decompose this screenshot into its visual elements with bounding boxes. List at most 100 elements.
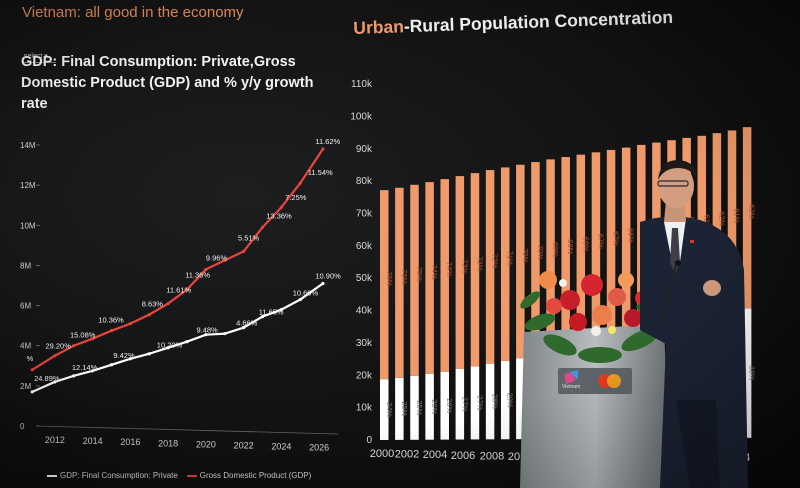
gdp-x-axis: 2012 2014 2016 2018 2020 2022 2024 2026: [45, 435, 329, 453]
gdp-x-tick-label: 2020: [196, 439, 216, 449]
population-y-tick-label: 10k: [356, 403, 373, 414]
gdp-y-tick-label: 6M: [20, 302, 31, 311]
population-y-tick-label: 110k: [351, 79, 373, 90]
population-y-tick-label: 50k: [356, 273, 373, 284]
gdp-point: [109, 329, 114, 333]
gdp-point: [185, 287, 189, 292]
private-point: [223, 332, 227, 336]
private-point: [204, 333, 208, 337]
rural-bar-label: 67%: [612, 231, 621, 246]
gdp-x-tick-label: 2016: [120, 437, 140, 447]
urban-bar: [440, 371, 449, 440]
gdp-point: [166, 301, 170, 306]
rural-bar: [516, 164, 525, 359]
private-data-label: 9.42%: [113, 351, 135, 360]
private-point: [321, 281, 325, 286]
flower-blooms: [539, 271, 649, 336]
urban-bar: [410, 375, 419, 440]
gdp-data-label: 13.36%: [266, 211, 292, 220]
gdp-data-label: 11.62%: [315, 137, 340, 146]
urban-bar-label: 25%: [415, 400, 424, 415]
speaker-glasses: [657, 180, 689, 187]
gdp-x-baseline: [35, 425, 339, 435]
gdp-point: [91, 337, 95, 341]
population-x-tick-label: 20: [508, 451, 520, 463]
gdp-y-tick-label: 8M: [20, 261, 31, 270]
urban-bar-label: 27%: [475, 395, 484, 410]
slide-title: Vietnam: all good in the economy: [22, 4, 244, 21]
rural-bar: [606, 149, 616, 339]
rural-bar: [485, 170, 495, 364]
rural-bar: [425, 182, 434, 374]
gdp-data-labels: % 29.20% 15.08%10.36% 8.63%11.61% 11.36% 9.96…: [27, 137, 342, 383]
rural-bar: [395, 187, 404, 378]
private-data-label: 9.48%: [196, 326, 218, 335]
urban-bar-label: 26%: [445, 398, 454, 413]
rural-bar: [455, 176, 465, 369]
population-y-tick-label: 0: [366, 435, 372, 446]
gdp-x-tick-label: 2022: [234, 441, 254, 451]
rural-bar-label: 73%: [475, 256, 484, 271]
speaker-legs: [676, 400, 720, 488]
private-point: [91, 369, 95, 373]
private-point: [185, 340, 189, 344]
urban-bar-label: 24%: [385, 402, 394, 417]
gdp-y-tick-label: 4M: [20, 342, 31, 351]
select-dropdown[interactable]: select ▾: [24, 53, 48, 60]
rural-bar: [500, 167, 510, 361]
rural-bar-label: 74%: [430, 264, 439, 279]
population-x-tick-label: 2008: [480, 450, 504, 462]
rural-bar: [546, 159, 555, 352]
gdp-data-label: 11.36%: [185, 270, 210, 279]
gdp-point: [298, 181, 302, 185]
gdp-data-label: 29.20%: [45, 342, 71, 351]
gdp-data-label: 15.08%: [70, 331, 96, 340]
gdp-series-line: [31, 148, 324, 371]
rural-bar: [576, 154, 586, 346]
gdp-y-tick-label: 0: [20, 422, 25, 431]
gdp-point: [128, 322, 132, 326]
population-y-tick-label: 20k: [356, 370, 373, 381]
speaker-arm: [704, 258, 738, 306]
private-point: [260, 315, 265, 319]
private-point: [298, 297, 302, 302]
gdp-x-tick-label: 2024: [271, 442, 291, 452]
private-point: [30, 390, 34, 394]
urban-bar: [516, 358, 525, 440]
rural-bar-label: 61%: [733, 208, 742, 223]
gdp-data-label: 9.96%: [206, 253, 228, 262]
private-data-label: 10.20%: [157, 341, 183, 350]
gdp-y-axis: 0 2M 4M 6M 8M 10M 12M 14M: [20, 141, 339, 435]
mastercard-logo-orange: [607, 374, 621, 388]
urban-bar-label: 26%: [430, 399, 439, 414]
private-point: [72, 374, 76, 378]
rural-bar-label: 68%: [581, 237, 590, 252]
rural-bar-label: 73%: [460, 259, 469, 274]
urban-bar: [485, 363, 495, 440]
rural-bar: [561, 157, 570, 349]
rural-bar-label: 72%: [491, 253, 500, 268]
urban-bar: [425, 373, 434, 440]
private-point: [53, 380, 57, 384]
gdp-x-tick-label: 2018: [158, 438, 178, 448]
private-point: [279, 307, 283, 312]
rural-bar-label: 70%: [521, 248, 530, 263]
private-data-label: 11.65%: [259, 308, 284, 317]
left-chart-title: GDP: Final Consumption: Private,Gross Do…: [21, 54, 314, 112]
gdp-legend: GDP: Final Consumption: Private Gross Do…: [47, 471, 311, 480]
gdp-point: [321, 147, 325, 151]
rural-bar-label: 67%: [596, 234, 605, 249]
rural-bar: [531, 162, 540, 355]
population-y-tick-label: 80k: [356, 176, 373, 187]
rural-bar-label: 74%: [445, 262, 454, 277]
gdp-data-label: 11.54%: [308, 168, 333, 177]
gdp-x-tick-label: 2026: [309, 443, 329, 453]
legend-gdp-marker: [186, 474, 197, 477]
gdp-point: [30, 368, 34, 372]
population-x-tick-label: 2006: [451, 450, 475, 462]
private-data-label: 10.90%: [315, 271, 341, 280]
rural-bar: [712, 133, 722, 317]
